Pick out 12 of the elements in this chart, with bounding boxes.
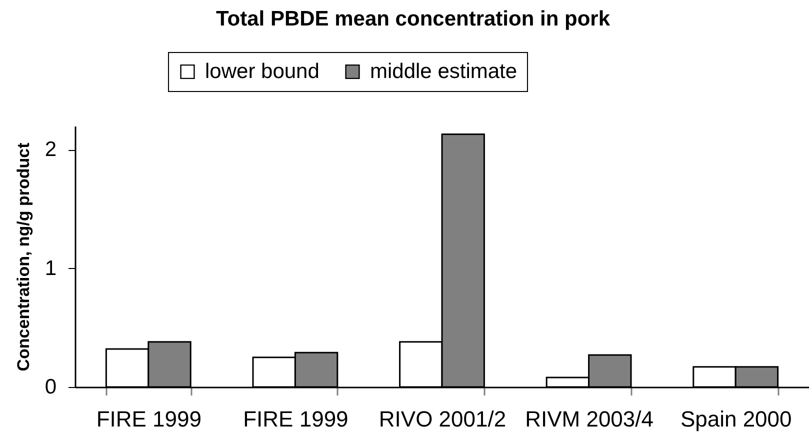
x-tick-label: RIVO 2001/2	[378, 406, 506, 432]
x-tick-label: FIRE 1999	[96, 406, 202, 432]
x-tick-label: RIVM 2003/4	[525, 406, 654, 432]
x-tick-label: FIRE 1999	[243, 406, 348, 432]
legend-label: lower bound	[205, 60, 320, 83]
y-tick-label: 0	[44, 376, 56, 398]
chart-title: Total PBDE mean concentration in pork	[216, 8, 610, 30]
y-axis-title: Concentration, ng/g product	[14, 142, 33, 372]
legend-label: middle estimate	[370, 60, 518, 83]
x-tick-label: Spain 2000	[680, 406, 792, 432]
y-tick-label: 1	[44, 256, 56, 280]
y-tick-label: 2	[44, 138, 56, 162]
